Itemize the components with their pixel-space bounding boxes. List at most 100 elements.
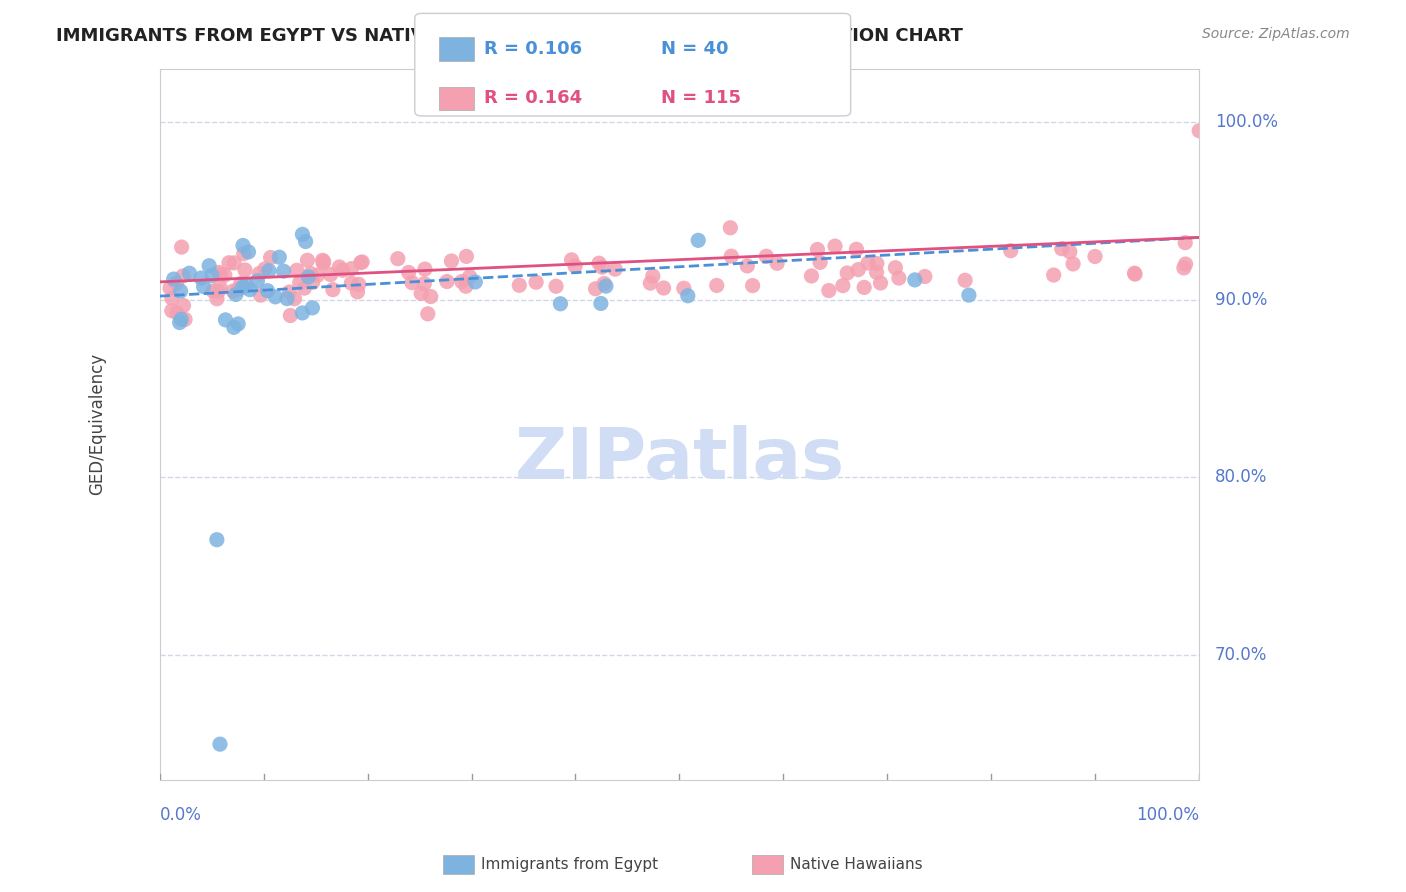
Point <box>172 268 194 283</box>
Point <box>226 317 249 331</box>
Point <box>652 281 675 295</box>
Point <box>884 260 907 275</box>
Point <box>741 278 763 293</box>
Point <box>450 275 472 289</box>
Text: Native Hawaiians: Native Hawaiians <box>790 857 922 871</box>
Point <box>312 254 335 268</box>
Point <box>288 276 311 290</box>
Point <box>264 290 287 304</box>
Point <box>299 267 322 281</box>
Point <box>1050 242 1073 256</box>
Point <box>605 262 627 277</box>
Point <box>853 280 876 294</box>
Point <box>1188 124 1211 138</box>
Point <box>205 533 228 547</box>
Point <box>232 246 254 260</box>
Point <box>340 276 363 290</box>
Point <box>1174 235 1197 250</box>
Point <box>831 278 853 293</box>
Point <box>347 277 370 292</box>
Point <box>228 282 250 296</box>
Point <box>856 256 879 270</box>
Text: Source: ZipAtlas.com: Source: ZipAtlas.com <box>1202 27 1350 41</box>
Point <box>817 284 839 298</box>
Point <box>278 285 301 299</box>
Point <box>957 288 980 302</box>
Point <box>1062 257 1084 271</box>
Point <box>416 307 439 321</box>
Point <box>524 275 547 289</box>
Point <box>340 261 363 276</box>
Point <box>193 279 215 293</box>
Text: 70.0%: 70.0% <box>1215 647 1267 665</box>
Point <box>1059 244 1081 259</box>
Point <box>755 249 778 263</box>
Point <box>283 292 305 306</box>
Point <box>401 276 423 290</box>
Point <box>170 312 193 326</box>
Point <box>808 255 831 269</box>
Point <box>173 299 195 313</box>
Point <box>294 235 316 249</box>
Point <box>301 301 323 315</box>
Point <box>222 284 245 298</box>
Point <box>1123 267 1146 281</box>
Point <box>914 269 936 284</box>
Point <box>544 279 567 293</box>
Point <box>311 253 333 268</box>
Point <box>229 277 252 291</box>
Text: 100.0%: 100.0% <box>1215 113 1278 131</box>
Point <box>589 296 612 310</box>
Point <box>328 260 350 274</box>
Point <box>207 285 229 299</box>
Point <box>163 272 186 286</box>
Point <box>297 269 319 284</box>
Point <box>257 263 280 277</box>
Point <box>641 268 664 283</box>
Point <box>256 284 278 298</box>
Point <box>1123 266 1146 280</box>
Point <box>640 276 662 290</box>
Text: GED/Equivalency: GED/Equivalency <box>89 353 107 495</box>
Point <box>273 264 295 278</box>
Point <box>260 251 283 265</box>
Point <box>312 256 335 270</box>
Point <box>766 256 789 270</box>
Point <box>837 266 859 280</box>
Point <box>159 281 181 295</box>
Point <box>564 259 586 273</box>
Point <box>276 292 298 306</box>
Point <box>800 268 823 283</box>
Point <box>413 277 436 291</box>
Point <box>238 244 260 259</box>
Point <box>350 255 373 269</box>
Point <box>413 262 436 277</box>
Text: R = 0.106: R = 0.106 <box>484 40 582 58</box>
Text: 80.0%: 80.0% <box>1215 468 1267 486</box>
Point <box>222 320 245 334</box>
Point <box>1173 260 1195 275</box>
Text: ZIPatlas: ZIPatlas <box>515 425 845 494</box>
Point <box>166 306 188 320</box>
Text: 0.0%: 0.0% <box>160 806 201 824</box>
Point <box>307 268 329 283</box>
Point <box>160 291 183 305</box>
Point <box>672 281 695 295</box>
Point <box>224 256 246 270</box>
Point <box>169 284 191 298</box>
Point <box>209 280 232 294</box>
Point <box>866 256 889 270</box>
Point <box>593 277 616 291</box>
Point <box>232 280 254 294</box>
Point <box>720 249 742 263</box>
Point <box>588 256 610 270</box>
Point <box>1000 244 1022 258</box>
Point <box>269 250 291 264</box>
Point <box>585 282 607 296</box>
Point <box>737 259 759 273</box>
Point <box>845 242 868 256</box>
Point <box>398 265 420 279</box>
Point <box>208 737 231 751</box>
Point <box>165 277 187 291</box>
Point <box>292 281 315 295</box>
